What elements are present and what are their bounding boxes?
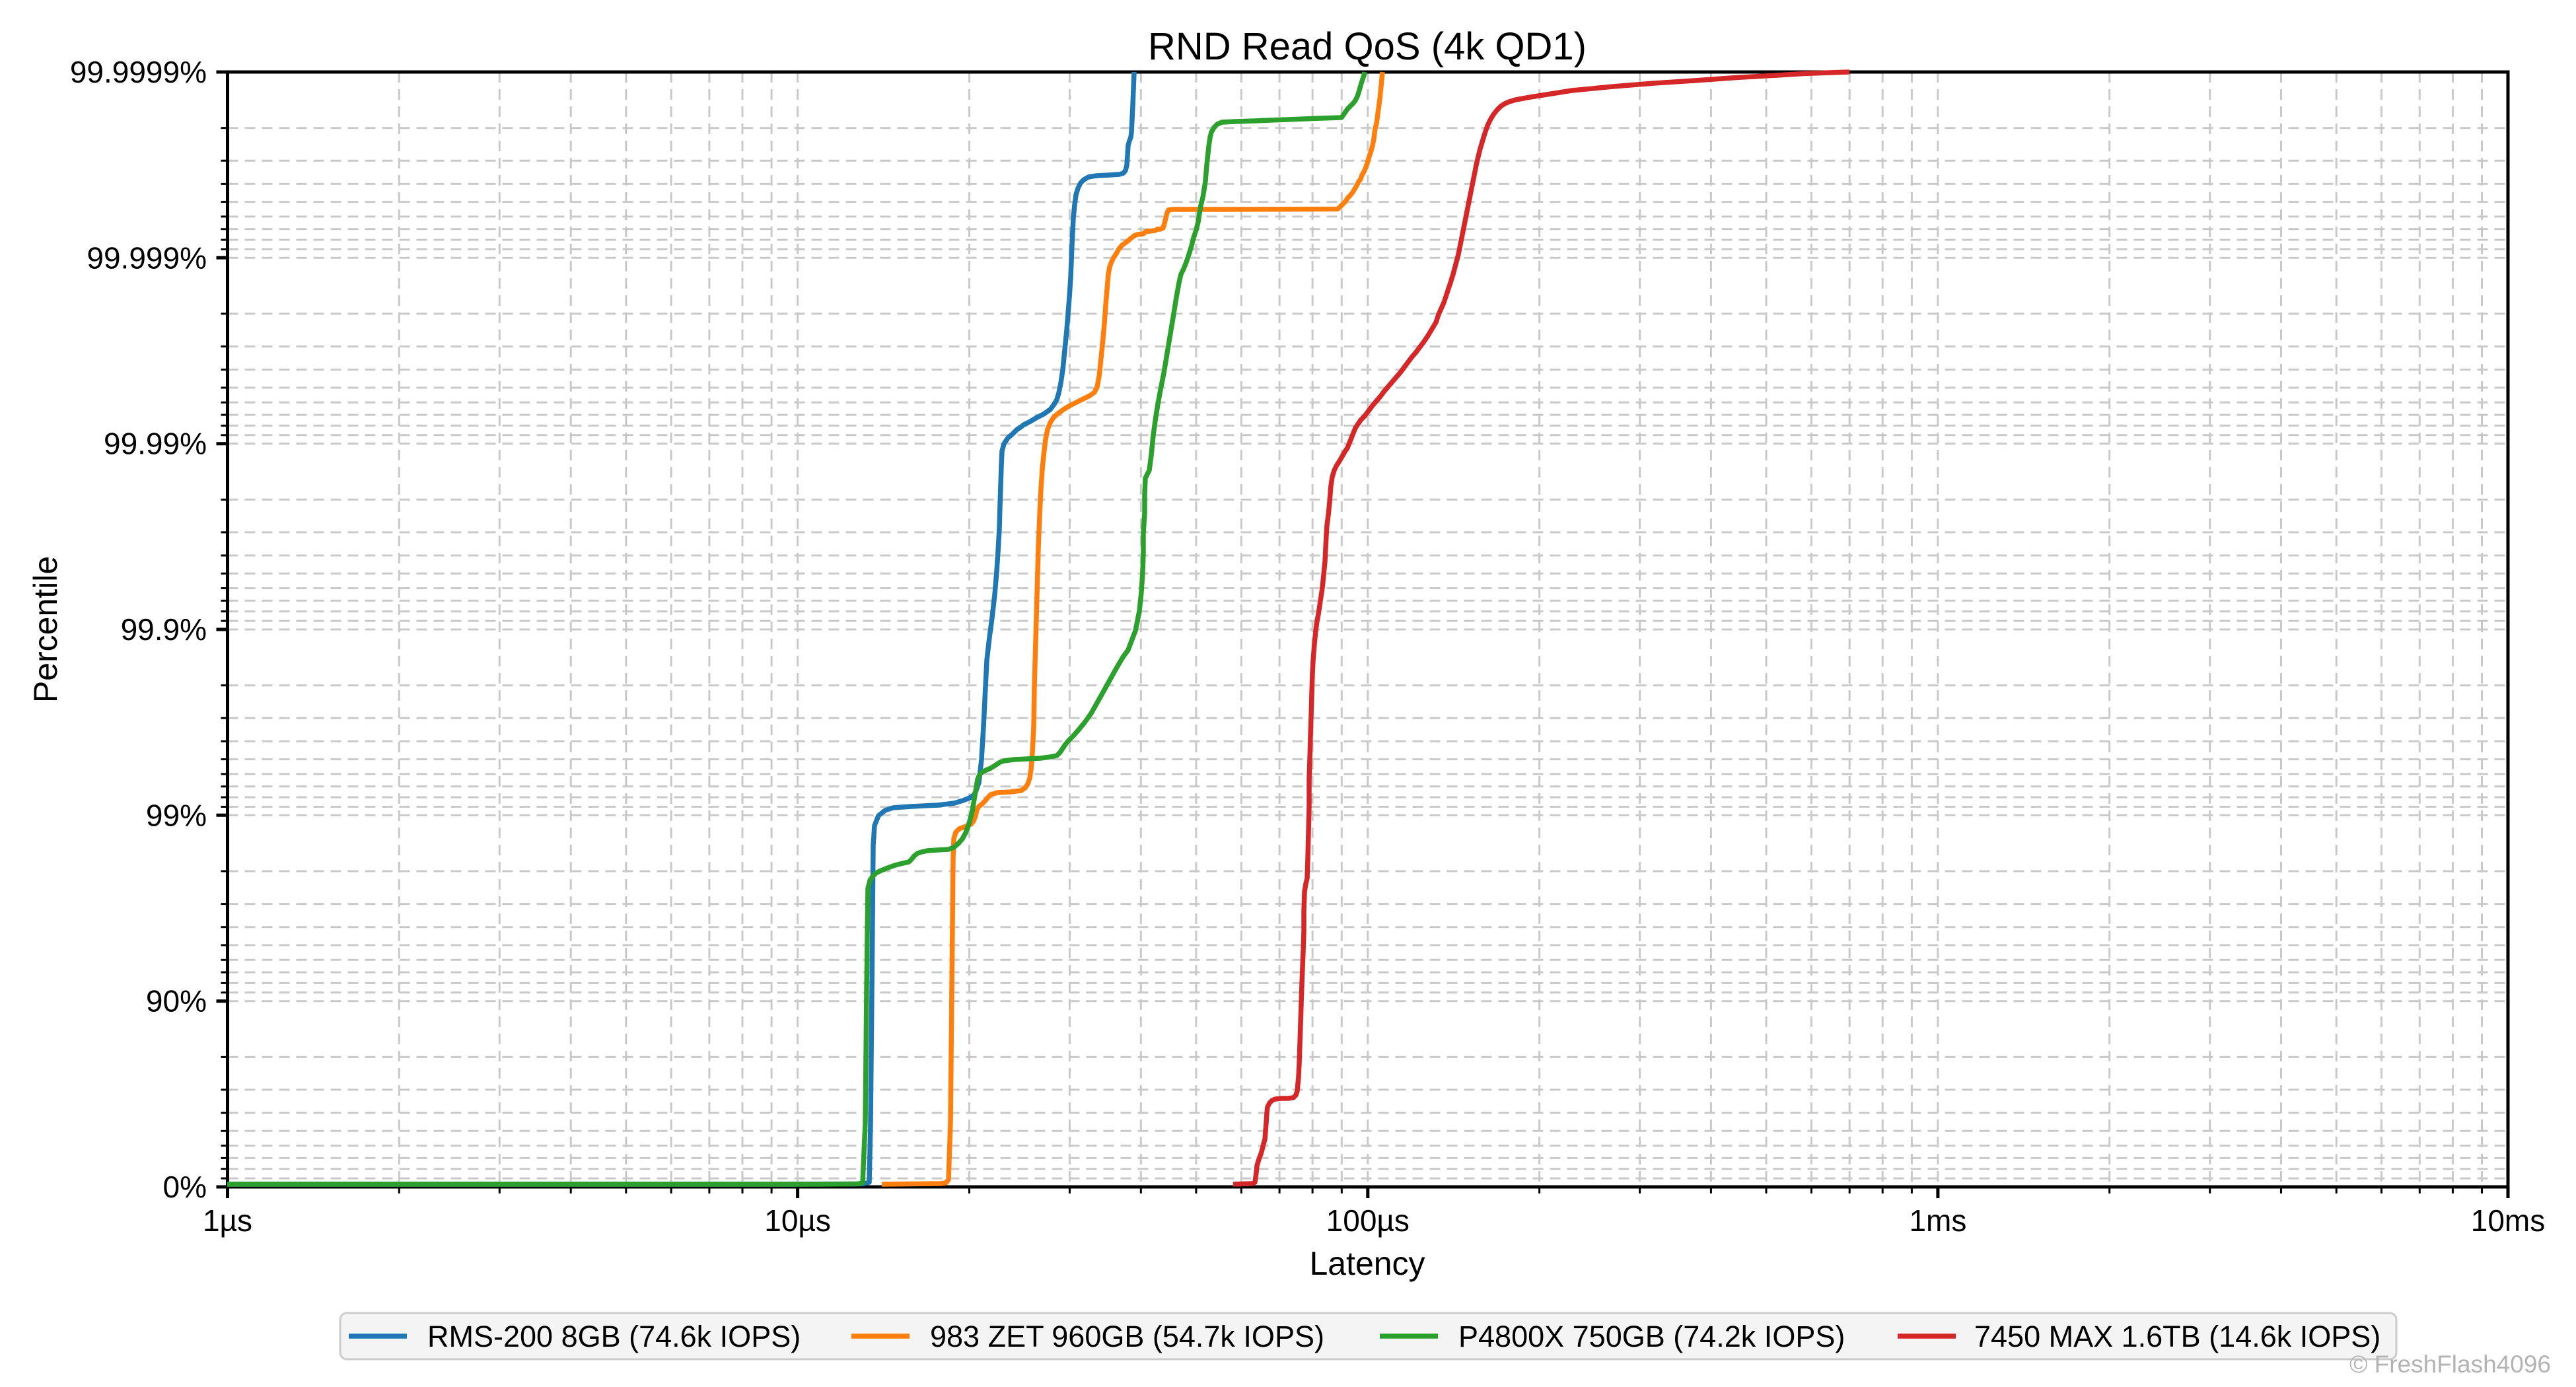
svg-text:7450 MAX 1.6TB (14.6k IOPS): 7450 MAX 1.6TB (14.6k IOPS) [1974,1320,2380,1353]
svg-text:Latency: Latency [1309,1245,1425,1282]
svg-text:90%: 90% [146,984,207,1018]
svg-text:99.9%: 99.9% [121,612,207,647]
svg-text:100µs: 100µs [1326,1203,1410,1238]
svg-text:99.999%: 99.999% [87,240,207,275]
svg-text:© FreshFlash4096: © FreshFlash4096 [2349,1351,2551,1378]
svg-text:P4800X 750GB (74.2k IOPS): P4800X 750GB (74.2k IOPS) [1458,1320,1845,1353]
svg-text:10µs: 10µs [764,1203,831,1238]
svg-text:1ms: 1ms [1909,1203,1966,1238]
svg-text:RND Read QoS (4k QD1): RND Read QoS (4k QD1) [1148,25,1587,68]
svg-text:Percentile: Percentile [27,556,64,703]
svg-text:1µs: 1µs [203,1203,252,1238]
svg-text:99.9999%: 99.9999% [70,55,207,89]
svg-text:99.99%: 99.99% [104,427,207,461]
svg-text:983 ZET 960GB (54.7k IOPS): 983 ZET 960GB (54.7k IOPS) [930,1320,1324,1353]
svg-text:99%: 99% [146,798,207,832]
svg-text:10ms: 10ms [2471,1203,2545,1238]
svg-text:RMS-200 8GB (74.6k IOPS): RMS-200 8GB (74.6k IOPS) [427,1320,801,1353]
svg-text:0%: 0% [163,1170,207,1204]
